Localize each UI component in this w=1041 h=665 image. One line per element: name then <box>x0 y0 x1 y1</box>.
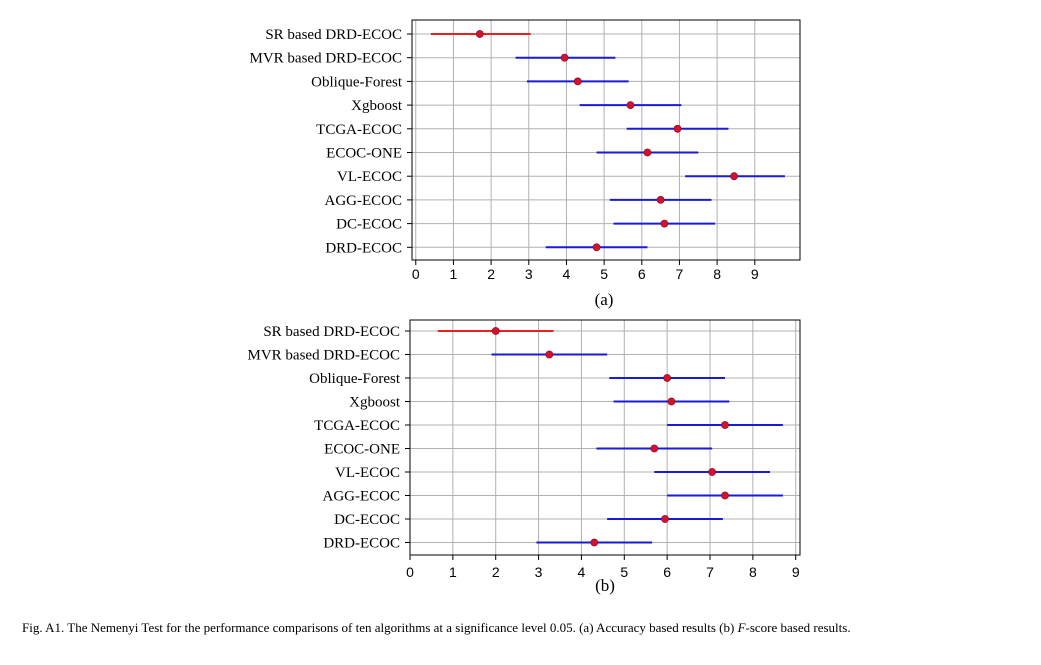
y-tick-label: DRD-ECOC <box>325 240 402 256</box>
y-tick-label: Oblique-Forest <box>311 74 403 90</box>
y-tick-label: Xgboost <box>351 98 403 114</box>
x-tick-label: 9 <box>792 564 800 580</box>
x-tick-label: 0 <box>406 564 414 580</box>
x-tick-label: 2 <box>492 564 500 580</box>
caption-f-italic: F <box>737 620 746 635</box>
caption-text-suffix: -score based results. <box>745 620 851 635</box>
y-tick-label: DRD-ECOC <box>323 536 400 552</box>
mean-marker <box>708 468 717 476</box>
caption-text-prefix: Fig. A1. The Nemenyi Test for the perfor… <box>22 620 738 635</box>
x-tick-label: 1 <box>449 564 457 580</box>
y-tick-label: TCGA-ECOC <box>316 122 402 138</box>
panel-b-fscore-chart: 0 1 2 3 4 5 6 7 8 9 SR based DRD-ECOC MVR based DRD… <box>248 319 801 595</box>
y-tick-label: TCGA-ECOC <box>314 418 400 434</box>
x-tick-label: 3 <box>535 564 543 580</box>
figure: 0 1 2 3 4 5 6 7 8 9 SR based DRD-ECOC MVR based DRD… <box>248 19 801 595</box>
mean-marker <box>673 124 682 133</box>
y-tick-label: VL-ECOC <box>335 465 400 481</box>
mean-marker <box>730 172 738 181</box>
mean-marker <box>721 491 729 500</box>
y-tick-label: MVR based DRD-ECOC <box>248 348 401 364</box>
y-tick-label: Xgboost <box>349 395 401 411</box>
plot-frame <box>411 19 801 261</box>
mean-marker <box>590 538 599 547</box>
y-tick-label: AGG-ECOC <box>323 489 401 505</box>
x-tick-label: 8 <box>713 266 721 282</box>
mean-marker <box>660 219 669 228</box>
x-tick-label: 9 <box>751 266 759 282</box>
x-tick-label: 1 <box>450 266 458 282</box>
y-tick-label: Oblique-Forest <box>309 371 401 387</box>
x-tick-label: 7 <box>676 266 684 282</box>
y-tick-label: ECOC-ONE <box>324 442 400 458</box>
x-tick-label: 5 <box>620 564 628 580</box>
x-tick-label: 5 <box>600 266 608 282</box>
y-tick-label: SR based DRD-ECOC <box>263 324 400 340</box>
mean-marker <box>545 350 554 359</box>
y-tick-label: AGG-ECOC <box>325 193 403 209</box>
y-tick-label: DC-ECOC <box>336 217 402 233</box>
panel-label: (a) <box>595 290 614 309</box>
x-tick-label: 2 <box>487 266 495 282</box>
x-tick-label: 6 <box>663 564 671 580</box>
mean-marker <box>592 243 601 252</box>
mean-marker <box>663 374 672 382</box>
mean-marker <box>667 397 676 406</box>
mean-marker <box>573 77 582 86</box>
y-tick-label: SR based DRD-ECOC <box>265 27 402 43</box>
mean-marker <box>721 421 729 429</box>
mean-marker <box>661 515 669 523</box>
x-tick-label: 8 <box>749 564 757 580</box>
x-tick-label: 7 <box>706 564 714 580</box>
figure-caption: Fig. A1. The Nemenyi Test for the perfor… <box>22 620 1026 636</box>
plot-frame <box>409 319 801 556</box>
mean-marker <box>643 148 652 157</box>
mean-marker <box>491 327 500 335</box>
mean-marker <box>626 101 635 109</box>
y-tick-label: MVR based DRD-ECOC <box>250 51 403 67</box>
mean-marker <box>475 30 484 38</box>
panel-a-accuracy-chart: 0 1 2 3 4 5 6 7 8 9 SR based DRD-ECOC MVR based DRD… <box>250 19 801 309</box>
x-tick-label: 0 <box>412 266 420 282</box>
y-tick-label: ECOC-ONE <box>326 146 402 162</box>
panel-label: (b) <box>595 576 615 595</box>
x-tick-label: 4 <box>578 564 586 580</box>
mean-marker <box>560 53 569 62</box>
mean-marker <box>656 195 665 204</box>
x-tick-label: 3 <box>525 266 533 282</box>
y-tick-label: DC-ECOC <box>334 512 400 528</box>
y-tick-label: VL-ECOC <box>337 169 402 185</box>
mean-marker <box>650 444 659 453</box>
x-tick-label: 4 <box>563 266 571 282</box>
x-tick-label: 6 <box>638 266 646 282</box>
